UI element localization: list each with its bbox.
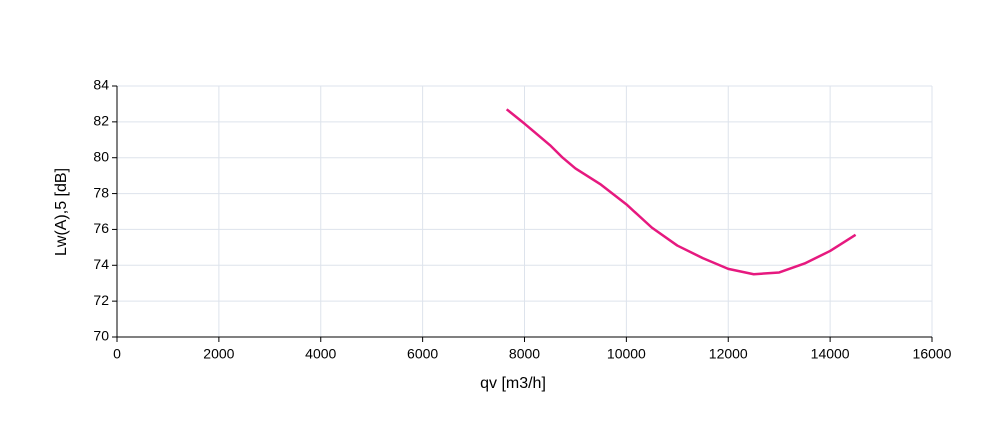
y-tick-label: 84 — [93, 77, 109, 93]
y-tick-label: 72 — [93, 292, 109, 308]
x-tick-label: 12000 — [709, 346, 748, 362]
y-tick-label: 82 — [93, 113, 109, 129]
x-tick-label: 8000 — [509, 346, 540, 362]
x-tick-label: 14000 — [811, 346, 850, 362]
data-line — [505, 108, 857, 276]
x-tick-label: 10000 — [607, 346, 646, 362]
y-tick-label: 70 — [93, 328, 109, 344]
x-tick-label: 0 — [113, 346, 121, 362]
x-tick-label: 6000 — [407, 346, 438, 362]
y-axis-label: Lw(A),5 [dB] — [53, 168, 70, 256]
y-tick-label: 80 — [93, 148, 109, 164]
x-axis-label: qv [m3/h] — [480, 375, 546, 392]
x-tick-label: 2000 — [203, 346, 234, 362]
x-tick-label: 16000 — [913, 346, 952, 362]
y-tick-label: 74 — [93, 256, 109, 272]
y-tick-label: 78 — [93, 184, 109, 200]
y-tick-label: 76 — [93, 220, 109, 236]
x-tick-label: 4000 — [305, 346, 336, 362]
